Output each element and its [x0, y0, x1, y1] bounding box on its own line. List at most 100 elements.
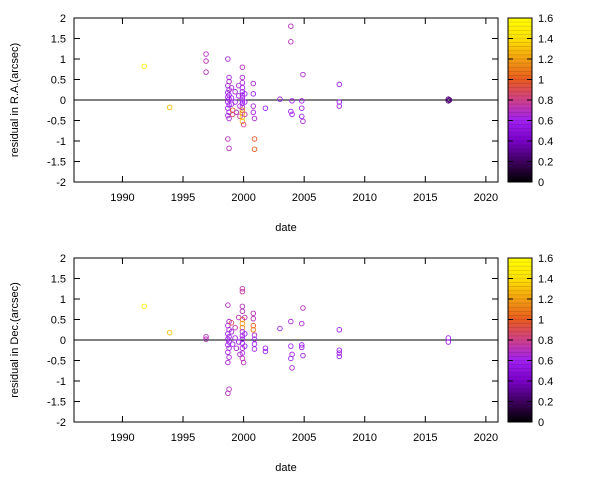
- colorbar-tick-label: 1: [538, 315, 544, 327]
- data-point: [203, 58, 209, 64]
- data-point: [336, 103, 343, 109]
- data-point: [242, 331, 248, 337]
- x-axis-label: date: [275, 222, 296, 234]
- data-point: [242, 343, 248, 349]
- data-point: [239, 64, 246, 70]
- data-point: [445, 96, 452, 102]
- y-tick-label: 0: [60, 335, 66, 347]
- data-point: [251, 115, 258, 122]
- y-axis-label: residual in Dec.(arcsec): [9, 282, 21, 398]
- x-tick-label: 1995: [171, 432, 195, 444]
- colorbar-tick-label: 0.6: [538, 116, 553, 128]
- colorbar-tick-label: 1.6: [538, 253, 553, 265]
- data-point: [288, 343, 294, 349]
- x-axis-label: date: [275, 462, 296, 474]
- data-point: [262, 105, 269, 111]
- y-tick-label: -1.5: [47, 157, 66, 169]
- data-point: [300, 352, 306, 359]
- data-point: [226, 145, 232, 152]
- x-tick-label: 1990: [110, 192, 134, 204]
- y-tick-label: 0: [60, 95, 66, 107]
- data-point: [336, 350, 343, 356]
- data-point: [225, 112, 231, 119]
- data-point: [233, 345, 240, 351]
- data-point: [239, 118, 246, 125]
- data-point: [250, 91, 257, 97]
- data-point: [226, 115, 232, 122]
- data-point: [251, 332, 258, 338]
- data-point: [226, 102, 232, 108]
- data-point: [225, 336, 231, 342]
- data-point: [239, 350, 246, 356]
- data-point: [203, 333, 209, 340]
- data-point: [288, 23, 294, 29]
- colorbar-tick-label: 0.2: [538, 157, 553, 169]
- colorbar-tick-label: 1: [538, 75, 544, 87]
- x-tick-label: 2005: [292, 192, 316, 204]
- data-point: [251, 146, 258, 152]
- x-tick-label: 2010: [353, 432, 377, 444]
- data-point: [141, 303, 148, 310]
- data-point: [288, 355, 294, 362]
- data-point: [277, 96, 283, 102]
- y-ticks: 2 1.5 1 0.5 0 -0.5 -1 -1.5 -2: [47, 253, 498, 429]
- data-point: [446, 97, 453, 103]
- data-point: [250, 103, 257, 109]
- x-tick-label: 2000: [231, 432, 255, 444]
- y-tick-label: -2: [56, 417, 66, 429]
- y-tick-label: -0.5: [47, 116, 66, 128]
- data-point: [239, 107, 246, 113]
- y-tick-label: -1: [56, 376, 66, 388]
- data-point: [336, 353, 343, 360]
- data-point: [226, 74, 232, 81]
- data-point: [298, 344, 305, 351]
- x-tick-label: 1990: [110, 432, 134, 444]
- data-point: [239, 74, 246, 81]
- data-point: [336, 99, 343, 105]
- data-point: [298, 320, 305, 327]
- data-point: [240, 359, 247, 366]
- data-point: [225, 390, 231, 397]
- data-point: [289, 365, 295, 371]
- data-point: [300, 118, 306, 125]
- data-point: [229, 341, 236, 347]
- x-tick-label: 2010: [353, 192, 377, 204]
- data-point: [239, 95, 246, 101]
- data-point: [228, 95, 235, 101]
- data-point: [251, 346, 258, 352]
- data-point: [289, 111, 295, 118]
- data-point: [236, 339, 242, 345]
- data-point: [228, 329, 235, 335]
- data-point: [228, 84, 235, 91]
- data-point: [141, 63, 148, 70]
- data-point: [298, 98, 305, 104]
- y-tick-label: -1.5: [47, 397, 66, 409]
- colorbar-tick-label: 0.4: [538, 376, 553, 388]
- colorbar-tick-label: 0.4: [538, 136, 553, 148]
- data-point: [336, 327, 343, 333]
- data-point: [239, 303, 246, 310]
- y-tick-label: 1.5: [51, 34, 66, 46]
- data-point: [242, 91, 248, 97]
- colorbar-tick-label: 0.8: [538, 95, 553, 107]
- x-tick-label: 2020: [474, 432, 498, 444]
- data-point: [239, 84, 246, 91]
- data-points: [141, 286, 452, 397]
- colorbar-tick-label: 1.4: [538, 274, 553, 286]
- data-point: [239, 336, 246, 342]
- y-tick-label: 2: [60, 13, 66, 25]
- data-point: [242, 314, 248, 321]
- data-point: [277, 325, 283, 332]
- data-point: [262, 345, 269, 351]
- data-point: [336, 81, 343, 88]
- data-point: [228, 320, 235, 326]
- data-point: [250, 327, 257, 333]
- data-point: [232, 89, 238, 95]
- colorbar-tick-label: 0: [538, 417, 544, 429]
- y-axis-label: residual in R.A.(arcsec): [9, 43, 21, 157]
- data-point: [203, 336, 209, 342]
- data-point: [203, 51, 209, 57]
- y-tick-label: 1: [60, 294, 66, 306]
- chart-ra: 2 1.5 1 0.5 0 -0.5 -1 -1.5 -2 1990 1995 2000 2005 20…: [9, 13, 553, 234]
